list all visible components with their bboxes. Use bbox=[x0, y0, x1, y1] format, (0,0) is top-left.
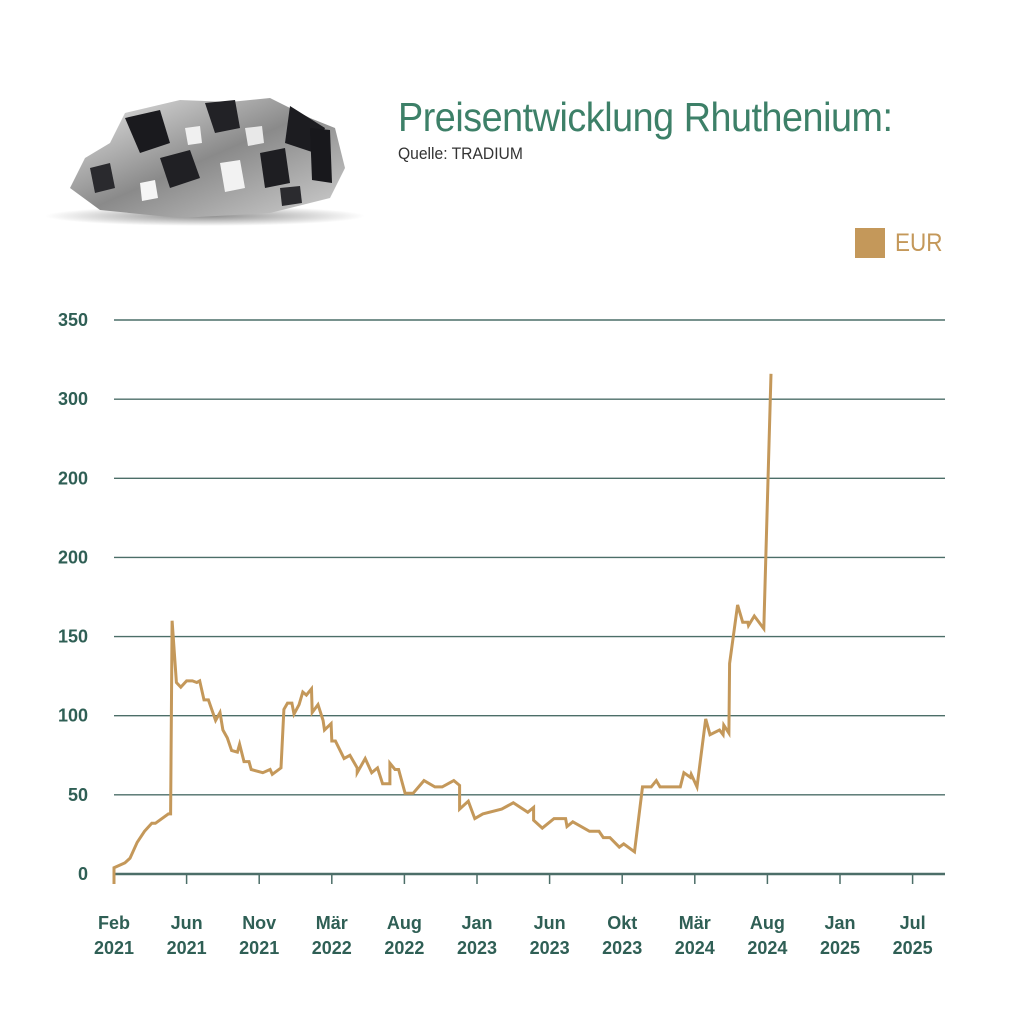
y-tick-label: 300 bbox=[58, 389, 88, 409]
x-tick-label-month: Jun bbox=[534, 913, 566, 933]
x-tick-label-year: 2022 bbox=[312, 938, 352, 958]
y-tick-label: 50 bbox=[68, 785, 88, 805]
x-tick-label-year: 2023 bbox=[457, 938, 497, 958]
x-tick-label-month: Jan bbox=[824, 913, 855, 933]
y-tick-label: 350 bbox=[58, 310, 88, 330]
chart-source: Quelle: TRADIUM bbox=[398, 144, 523, 163]
legend-label-eur: EUR bbox=[895, 228, 943, 257]
grid-lines bbox=[114, 319, 945, 796]
x-tick-label-year: 2021 bbox=[239, 938, 279, 958]
y-tick-label: 100 bbox=[58, 706, 88, 726]
crystal-illustration-icon bbox=[45, 98, 365, 226]
x-tick-label-month: Jul bbox=[900, 913, 926, 933]
x-tick-label-month: Okt bbox=[607, 913, 637, 933]
x-tick-label-year: 2023 bbox=[530, 938, 570, 958]
legend-swatch-eur bbox=[855, 228, 885, 258]
x-tick-label-year: 2021 bbox=[94, 938, 134, 958]
legend: EUR bbox=[855, 228, 948, 258]
x-tick-label-year: 2022 bbox=[384, 938, 424, 958]
x-tick-label-month: Nov bbox=[242, 913, 276, 933]
x-tick-label-year: 2024 bbox=[747, 938, 787, 958]
price-line-eur bbox=[112, 373, 773, 884]
y-tick-label: 200 bbox=[58, 547, 88, 567]
x-tick-label-month: Feb bbox=[98, 913, 130, 933]
y-tick-label: 200 bbox=[58, 468, 88, 488]
x-tick-label-year: 2025 bbox=[820, 938, 860, 958]
ruthenium-crystal-image bbox=[30, 88, 370, 228]
x-tick-label-month: Aug bbox=[387, 913, 422, 933]
x-tick-label-month: Mär bbox=[316, 913, 348, 933]
x-tick-label-month: Aug bbox=[750, 913, 785, 933]
x-tick-label-month: Mär bbox=[679, 913, 711, 933]
x-tick-label-year: 2021 bbox=[167, 938, 207, 958]
chart-title: Preisentwicklung Rhuthenium: bbox=[398, 94, 893, 140]
x-tick-label-year: 2023 bbox=[602, 938, 642, 958]
x-tick-label-year: 2025 bbox=[893, 938, 933, 958]
y-axis-labels: 0 50 100 150 200 200 300 350 bbox=[58, 310, 88, 884]
x-tick-label-year: 2024 bbox=[675, 938, 715, 958]
x-axis: Feb 2021 Jun 2021 Nov 2021 Mär 2022 Aug 2022 Jan 20… bbox=[94, 872, 945, 958]
x-tick-label-month: Jun bbox=[171, 913, 203, 933]
x-tick-label-month: Jan bbox=[461, 913, 492, 933]
y-tick-label: 0 bbox=[78, 864, 88, 884]
y-tick-label: 150 bbox=[58, 627, 88, 647]
series-line-eur bbox=[112, 373, 773, 874]
